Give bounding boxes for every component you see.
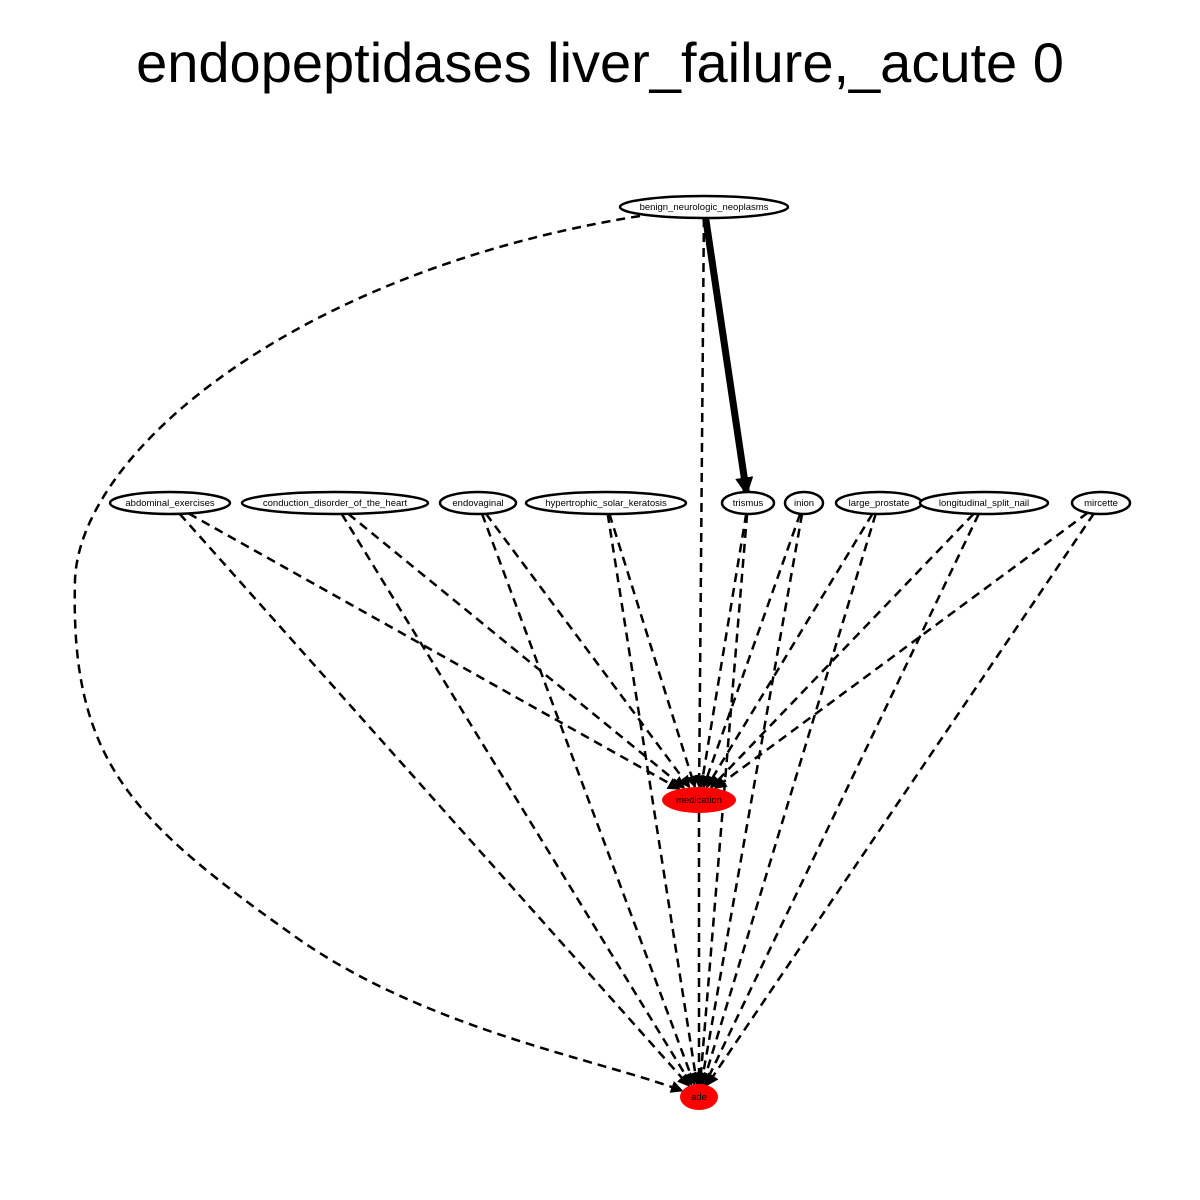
node-label-conduction_disorder_of_the_heart: conduction_disorder_of_the_heart [263, 498, 408, 509]
node-label-hypertrophic_solar_keratosis: hypertrophic_solar_keratosis [545, 498, 667, 509]
node-shape-ade [680, 1084, 718, 1110]
node-shape-abdominal_exercises [108, 490, 232, 516]
edge-abdominal_exercises-to-medication [188, 512, 681, 791]
node-label-ade: ade [691, 1092, 707, 1103]
edges-layer [73, 214, 1095, 1093]
node-shape-longitudinal_split_nail [918, 490, 1050, 516]
node-abdominal_exercises: abdominal_exercises [108, 490, 232, 516]
edge-benign_neurologic_neoplasms-to-ade [73, 214, 684, 1093]
node-inion: inion [783, 490, 825, 516]
edge-conduction_disorder_of_the_heart-to-ade [340, 513, 693, 1087]
edge-mircette-to-medication [713, 511, 1089, 790]
node-shape-medication [662, 787, 736, 813]
node-mircette: mircette [1070, 490, 1132, 516]
edge-endovaginal-to-medication [484, 513, 691, 789]
node-label-medication: medication [676, 795, 722, 806]
edge-large_prostate-to-medication [705, 513, 874, 789]
page-title: endopeptidases liver_failure,_acute 0 [136, 31, 1064, 94]
edge-abdominal_exercises-to-ade [178, 513, 691, 1087]
edge-inion-to-medication [701, 513, 802, 789]
edge-endovaginal-to-ade [480, 513, 697, 1086]
nodes-layer: benign_neurologic_neoplasms abdominal_exe… [108, 194, 1132, 1110]
node-conduction_disorder_of_the_heart: conduction_disorder_of_the_heart [240, 490, 430, 516]
node-shape-endovaginal [438, 490, 518, 516]
node-label-trismus: trismus [733, 498, 764, 509]
edge-longitudinal_split_nail-to-ade [703, 513, 980, 1086]
node-label-benign_neurologic_neoplasms: benign_neurologic_neoplasms [640, 202, 769, 213]
edge-benign_neurologic_neoplasms-to-trismus [702, 217, 754, 496]
edge-mircette-to-ade [705, 512, 1095, 1087]
node-shape-mircette [1070, 490, 1132, 516]
node-hypertrophic_solar_keratosis: hypertrophic_solar_keratosis [524, 490, 688, 516]
edge-benign_neurologic_neoplasms-to-medication [692, 217, 706, 789]
node-endovaginal: endovaginal [438, 490, 518, 516]
edge-inion-to-ade [697, 513, 804, 1086]
node-medication: medication [662, 787, 736, 813]
node-large_prostate: large_prostate [834, 490, 924, 516]
edge-longitudinal_split_nail-to-medication [709, 512, 975, 789]
edge-large_prostate-to-ade [700, 513, 877, 1086]
node-label-endovaginal: endovaginal [452, 498, 503, 509]
edge-trismus-to-medication [696, 513, 748, 789]
node-shape-conduction_disorder_of_the_heart [240, 490, 430, 516]
node-longitudinal_split_nail: longitudinal_split_nail [918, 490, 1050, 516]
edge-hypertrophic_solar_keratosis-to-medication [608, 513, 698, 789]
edge-conduction_disorder_of_the_heart-to-medication [347, 512, 686, 790]
node-shape-benign_neurologic_neoplasms [618, 194, 790, 220]
node-label-abdominal_exercises: abdominal_exercises [125, 498, 214, 509]
node-benign_neurologic_neoplasms: benign_neurologic_neoplasms [618, 194, 790, 220]
node-label-longitudinal_split_nail: longitudinal_split_nail [939, 498, 1029, 509]
node-label-inion: inion [794, 498, 814, 509]
node-shape-inion [783, 490, 825, 516]
edge-hypertrophic_solar_keratosis-to-ade [606, 513, 702, 1086]
node-trismus: trismus [720, 490, 776, 516]
node-ade: ade [680, 1084, 718, 1110]
node-label-mircette: mircette [1084, 498, 1118, 509]
node-label-large_prostate: large_prostate [849, 498, 910, 509]
node-shape-hypertrophic_solar_keratosis [524, 490, 688, 516]
node-shape-trismus [720, 490, 776, 516]
